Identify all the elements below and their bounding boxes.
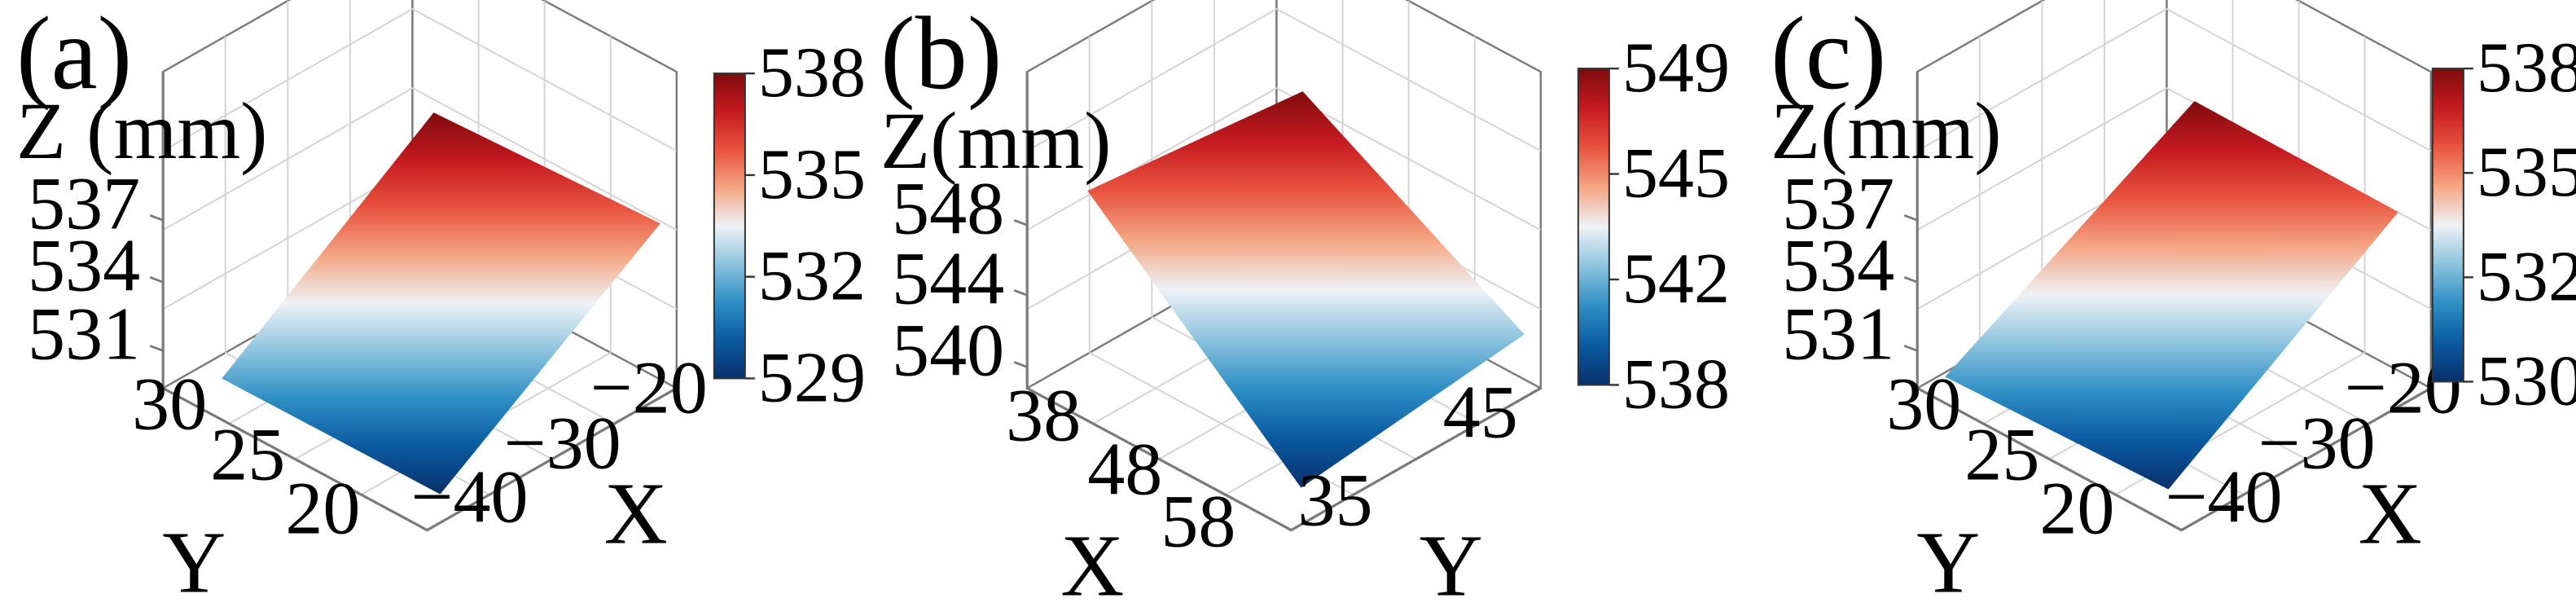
colorbar <box>713 73 746 380</box>
x-tick-label: −20 <box>590 345 708 429</box>
floor-edge <box>162 387 678 532</box>
z-tick <box>1013 218 1028 227</box>
z-axis-title: Z (mm) <box>16 86 268 176</box>
grid-line <box>1026 7 1542 152</box>
surface-plane <box>222 112 660 495</box>
x-tick-label: 38 <box>1006 374 1081 457</box>
panel-label: (c) <box>1771 0 1886 111</box>
z-tick-label: 544 <box>892 236 1004 319</box>
z-tick-label: 540 <box>892 308 1004 391</box>
y-axis-title: Y <box>1916 515 1980 607</box>
grid-line <box>1916 7 2432 152</box>
panel-label: (b) <box>880 0 1002 111</box>
z-tick-label: 531 <box>1782 292 1894 375</box>
colorbar-tick-label: 538 <box>758 33 866 112</box>
grid-line <box>162 86 678 231</box>
colorbar-tick-label: 535 <box>758 135 866 214</box>
colorbar-tick-label: 532 <box>758 237 866 316</box>
z-tick-label: 537 <box>1782 161 1894 244</box>
x-tick-label: 58 <box>1161 480 1235 563</box>
y-tick-label: 30 <box>132 362 207 445</box>
y-tick-label: 35 <box>1298 459 1373 542</box>
colorbar-tick-label: 530 <box>2477 341 2576 420</box>
colorbar-tick-label: 549 <box>1622 29 1730 108</box>
y-axis-title: Y <box>1420 518 1483 607</box>
panel-label: (a) <box>16 0 132 111</box>
x-tick-label: −30 <box>2258 402 2376 485</box>
y-axis-title: Y <box>162 515 226 607</box>
z-axis-title: Z(mm) <box>1771 86 2001 176</box>
colorbar <box>1577 68 1610 386</box>
z-tick <box>1013 361 1028 368</box>
y-tick-label: 25 <box>210 413 285 496</box>
y-tick-label: 45 <box>1443 371 1518 454</box>
x-axis-title: X <box>1060 518 1124 607</box>
x-axis-title: X <box>2359 466 2422 563</box>
grid-line <box>162 7 678 152</box>
y-tick-label: 30 <box>1886 362 1961 445</box>
x-axis-title: X <box>604 466 668 563</box>
z-tick-label: 537 <box>28 161 140 244</box>
colorbar-tick-label: 538 <box>2477 29 2576 108</box>
colorbar-tick-label: 532 <box>2477 237 2576 316</box>
z-tick <box>1903 345 1918 352</box>
floor-edge <box>1026 387 1542 532</box>
colorbar-tick-label: 529 <box>758 338 866 417</box>
x-tick-label: −30 <box>504 402 621 485</box>
z-tick <box>1013 289 1028 297</box>
z-tick <box>1903 213 1918 222</box>
z-axis-title: Z(mm) <box>880 95 1111 186</box>
z-tick-label: 534 <box>28 223 140 306</box>
colorbar-tick-label: 538 <box>1622 345 1730 424</box>
z-tick <box>149 213 164 222</box>
y-tick-label: 20 <box>2039 467 2114 550</box>
colorbar-tick-label: 545 <box>1622 134 1730 213</box>
z-tick <box>149 276 164 284</box>
x-tick-label: 48 <box>1087 428 1162 511</box>
z-tick <box>1903 276 1918 284</box>
z-tick <box>149 345 164 352</box>
z-tick-label: 531 <box>28 292 140 375</box>
colorbar-tick-label: 542 <box>1622 240 1730 319</box>
z-tick-label: 534 <box>1782 223 1894 306</box>
y-tick-label: 25 <box>1964 413 2039 496</box>
colorbar <box>2431 68 2464 383</box>
z-tick-label: 548 <box>892 166 1004 249</box>
x-tick-label: −40 <box>2166 455 2283 539</box>
colorbar-tick-label: 535 <box>2477 133 2576 212</box>
y-tick-label: 20 <box>285 467 360 550</box>
surface-plane <box>1087 91 1525 488</box>
surface-plane <box>1945 101 2398 490</box>
x-tick-label: −40 <box>411 455 529 539</box>
floor-edge <box>1916 387 2432 532</box>
